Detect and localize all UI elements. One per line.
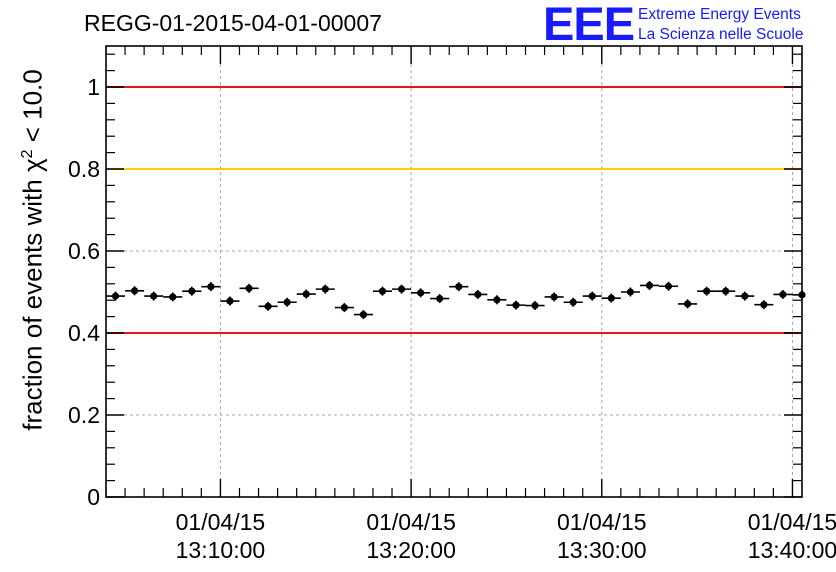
point-marker bbox=[188, 287, 196, 295]
data-point bbox=[334, 303, 354, 313]
point-marker bbox=[703, 287, 711, 295]
data-point bbox=[735, 291, 755, 301]
x-tick-label-time: 13:10:00 bbox=[176, 537, 266, 563]
y-tick-label: 0.2 bbox=[68, 402, 100, 428]
data-point bbox=[296, 289, 316, 299]
reference-lines bbox=[106, 86, 802, 334]
data-point bbox=[258, 301, 278, 311]
x-tick-label-date: 01/04/15 bbox=[557, 509, 647, 535]
data-point bbox=[201, 282, 221, 292]
point-marker bbox=[245, 284, 253, 292]
data-point bbox=[639, 280, 659, 290]
data-point bbox=[563, 297, 583, 307]
data-point bbox=[754, 300, 774, 310]
point-marker bbox=[645, 281, 654, 290]
x-tick-label-date: 01/04/15 bbox=[366, 509, 456, 535]
tick-marks bbox=[105, 46, 802, 498]
data-point bbox=[468, 289, 488, 299]
x-tick-label-date: 01/04/15 bbox=[176, 509, 266, 535]
logo-line-1: Extreme Energy Events bbox=[638, 6, 801, 23]
data-point bbox=[372, 286, 393, 296]
data-point bbox=[582, 291, 602, 301]
point-marker bbox=[626, 288, 634, 296]
data-point bbox=[487, 295, 507, 305]
x-tick-label-time: 13:20:00 bbox=[366, 537, 456, 563]
chart-title: REGG-01-2015-04-01-00007 bbox=[84, 10, 382, 36]
plot-frame bbox=[105, 45, 803, 498]
data-points bbox=[106, 280, 806, 320]
point-marker bbox=[131, 287, 139, 295]
y-tick-label: 1 bbox=[87, 74, 100, 100]
point-marker bbox=[397, 285, 406, 293]
eee-logo: EEE Extreme Energy Events La Scienza nel… bbox=[543, 0, 833, 50]
y-tick-label: 0.6 bbox=[68, 238, 100, 264]
logo-mark: EEE bbox=[543, 0, 635, 50]
point-marker bbox=[760, 301, 768, 309]
data-point bbox=[544, 292, 564, 302]
data-point bbox=[792, 290, 806, 300]
y-tick-label: 0.8 bbox=[68, 156, 100, 182]
data-point bbox=[506, 300, 526, 310]
data-point bbox=[392, 284, 412, 294]
point-marker bbox=[474, 290, 482, 299]
data-point bbox=[144, 291, 164, 301]
data-point bbox=[658, 281, 679, 291]
point-marker bbox=[588, 292, 596, 300]
data-point bbox=[678, 299, 698, 309]
point-marker bbox=[779, 290, 787, 299]
x-tick-label-time: 13:30:00 bbox=[557, 537, 647, 563]
point-marker bbox=[283, 298, 291, 306]
point-marker bbox=[722, 287, 730, 295]
point-marker bbox=[455, 283, 463, 291]
point-marker bbox=[607, 294, 615, 302]
point-marker bbox=[150, 292, 158, 300]
data-point bbox=[430, 294, 450, 304]
point-marker bbox=[550, 293, 558, 301]
point-marker bbox=[169, 293, 177, 301]
x-tick-label-time: 13:40:00 bbox=[748, 537, 836, 563]
point-marker bbox=[111, 292, 120, 300]
point-marker bbox=[741, 292, 749, 300]
data-point bbox=[411, 288, 431, 298]
point-marker bbox=[664, 282, 673, 290]
data-point bbox=[525, 301, 545, 311]
point-marker bbox=[436, 294, 444, 303]
point-marker bbox=[683, 300, 692, 308]
data-point bbox=[277, 297, 297, 307]
data-point bbox=[773, 289, 793, 299]
point-marker bbox=[569, 298, 577, 306]
point-marker bbox=[302, 290, 310, 298]
point-marker bbox=[531, 301, 539, 310]
data-point bbox=[315, 284, 335, 294]
point-marker bbox=[207, 283, 215, 291]
y-tick-label: 0 bbox=[87, 484, 100, 510]
data-point bbox=[353, 310, 373, 320]
point-marker bbox=[321, 285, 329, 293]
point-marker bbox=[493, 296, 501, 304]
data-point bbox=[449, 282, 469, 292]
point-marker bbox=[512, 301, 520, 309]
y-tick-label: 0.4 bbox=[68, 320, 100, 346]
point-marker bbox=[359, 310, 368, 319]
point-marker bbox=[378, 287, 387, 295]
data-point bbox=[716, 286, 736, 296]
data-point bbox=[697, 286, 717, 296]
data-point bbox=[601, 293, 621, 303]
data-point bbox=[620, 287, 640, 297]
data-point bbox=[106, 291, 126, 301]
data-point bbox=[239, 283, 259, 293]
data-point bbox=[125, 286, 145, 296]
data-point bbox=[182, 286, 202, 296]
point-marker bbox=[264, 302, 272, 310]
data-point bbox=[220, 296, 240, 306]
tick-labels: 00.20.40.60.8101/04/1513:10:0001/04/1513… bbox=[68, 74, 836, 563]
data-point bbox=[163, 292, 183, 302]
grid-layer bbox=[106, 46, 802, 497]
point-marker bbox=[417, 289, 425, 297]
x-tick-label-date: 01/04/15 bbox=[748, 509, 836, 535]
point-marker bbox=[226, 297, 234, 305]
logo-line-2: La Scienza nelle Scuole bbox=[638, 26, 804, 43]
point-marker bbox=[340, 303, 348, 312]
